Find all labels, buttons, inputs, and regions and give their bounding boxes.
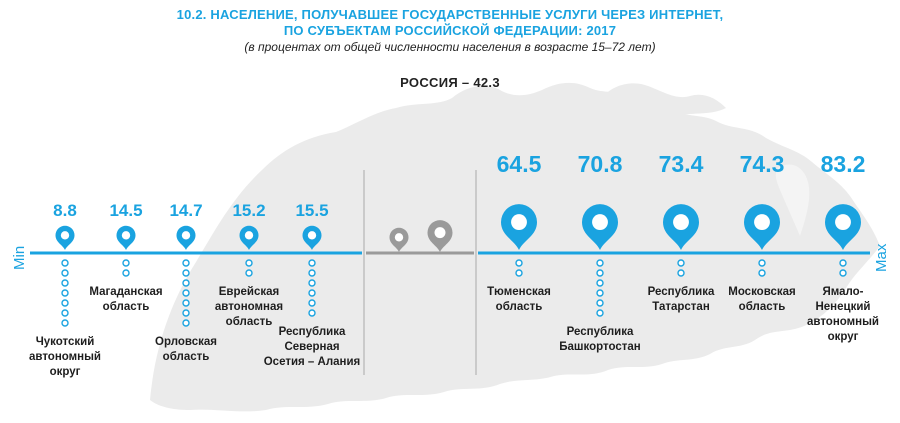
value-label-max-3: 74.3: [740, 151, 785, 177]
value-label-max-2: 73.4: [659, 151, 704, 177]
axis-min-label: Min: [11, 245, 28, 270]
map-northern-island: [599, 83, 726, 118]
pin-max-2: [663, 204, 699, 250]
region-label-max-0: Тюменская область: [487, 286, 551, 313]
value-label-min-0: 8.8: [53, 201, 77, 220]
connector-max-1: [596, 259, 604, 317]
map-sea-gap: [775, 164, 810, 236]
connector-min-0: [61, 259, 69, 327]
pin-min-0: [55, 225, 75, 250]
connector-max-4: [839, 259, 847, 277]
chart-subtitle: (в процентах от общей численности населе…: [244, 40, 656, 54]
connector-max-0: [515, 259, 523, 277]
value-label-max-1: 70.8: [578, 151, 623, 177]
value-label-max-0: 64.5: [497, 151, 542, 177]
axis-max-label: Max: [873, 243, 890, 272]
connector-min-4: [308, 259, 316, 317]
value-label-min-4: 15.5: [295, 201, 328, 220]
map-body: [150, 82, 880, 412]
pin-placeholder-1: [389, 227, 409, 252]
russia-average-label: РОССИЯ – 42.3: [400, 75, 500, 90]
region-label-max-1: Республика Башкортостан: [559, 326, 641, 353]
pin-placeholder-2: [427, 220, 453, 252]
region-label-max-4: Ямало-Ненецкий автономный округ: [807, 286, 879, 343]
connector-min-3: [245, 259, 253, 277]
connector-min-1: [122, 259, 130, 277]
connector-max-3: [758, 259, 766, 277]
region-label-max-2: Республика Татарстан: [648, 286, 715, 313]
pin-min-4: [302, 225, 322, 250]
region-label-min-0: Чукотский автономный округ: [29, 336, 101, 378]
region-label-min-4: Республика Северная Осетия – Алания: [264, 326, 361, 368]
value-label-min-3: 15.2: [232, 201, 265, 220]
pin-max-4: [825, 204, 861, 250]
pin-max-0: [501, 204, 537, 250]
connector-min-2: [182, 259, 190, 327]
chart-marks: 8.8 Чукотский автономный округ 14.5 Магаданск…: [29, 151, 879, 378]
pin-min-1: [116, 225, 136, 250]
chart-title-line2: ПО СУБЪЕКТАМ РОССИЙСКОЙ ФЕДЕРАЦИИ: 2017: [283, 23, 617, 38]
region-label-min-2: Орловская область: [155, 336, 217, 363]
value-label-max-4: 83.2: [821, 151, 866, 177]
connector-max-2: [677, 259, 685, 277]
pin-min-2: [176, 225, 196, 250]
value-label-min-1: 14.5: [109, 201, 142, 220]
pin-max-3: [744, 204, 780, 250]
pin-max-1: [582, 204, 618, 250]
region-label-min-1: Магаданская область: [89, 286, 162, 313]
region-label-min-3: Еврейская автономная область: [215, 286, 283, 328]
axis-line: [30, 170, 870, 375]
value-label-min-2: 14.7: [169, 201, 202, 220]
region-label-max-3: Московская область: [728, 286, 796, 313]
pin-min-3: [239, 225, 259, 250]
chart-title-line1: 10.2. НАСЕЛЕНИЕ, ПОЛУЧАВШЕЕ ГОСУДАРСТВЕН…: [176, 7, 724, 22]
russia-map-silhouette: [150, 82, 880, 412]
